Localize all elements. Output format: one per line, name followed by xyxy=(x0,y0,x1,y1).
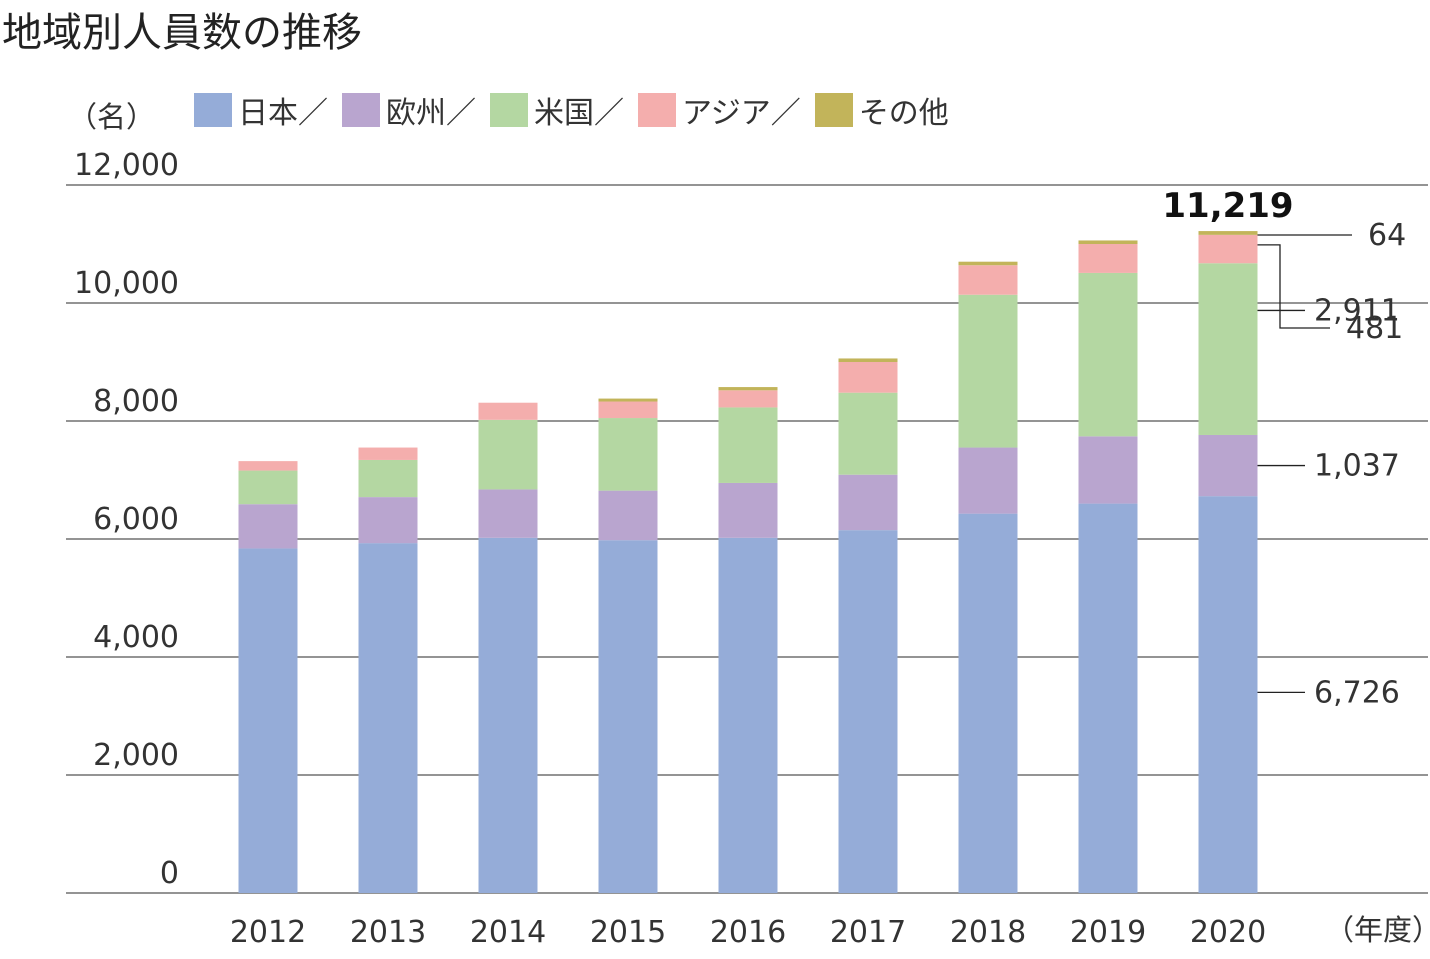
bar-segment xyxy=(838,362,898,393)
x-tick-label: 2016 xyxy=(710,915,786,950)
legend: 日本／ 欧州／ 米国／ アジア／ その他 xyxy=(194,92,963,131)
bar-segment xyxy=(598,398,658,402)
bar-segment xyxy=(598,540,658,893)
x-tick-label: 2015 xyxy=(590,915,666,950)
bar-segment xyxy=(718,537,778,893)
bar-segment xyxy=(718,482,778,538)
bar-segment xyxy=(838,392,898,475)
callout-value-label: 64 xyxy=(1368,218,1406,253)
bar-segment xyxy=(1198,231,1258,235)
bar-segment xyxy=(358,543,418,893)
bar-segment xyxy=(958,447,1018,514)
bar-segment xyxy=(358,497,418,544)
bar-segment xyxy=(478,402,538,420)
bar-segment xyxy=(718,390,778,408)
x-tick-label: 2013 xyxy=(350,915,426,950)
legend-item: アジア／ xyxy=(638,88,801,132)
bar-segment xyxy=(1078,436,1138,504)
bar-segment xyxy=(358,447,418,460)
bar-segment xyxy=(598,490,658,541)
callout-leader xyxy=(1257,244,1330,329)
legend-swatch xyxy=(490,93,528,127)
y-tick-label: 10,000 xyxy=(74,266,179,301)
legend-label: 日本／ xyxy=(238,96,328,131)
bar-segment xyxy=(718,387,778,391)
bar-segment xyxy=(838,530,898,893)
x-tick-label: 2018 xyxy=(950,915,1026,950)
chart-title: 地域別人員数の推移 xyxy=(2,10,362,56)
total-value-label: 11,219 xyxy=(1162,186,1293,226)
legend-item: 欧州／ xyxy=(342,88,476,132)
x-tick-label: 2014 xyxy=(470,915,546,950)
bar-segment xyxy=(598,418,658,491)
legend-swatch xyxy=(194,93,232,127)
bar-segment xyxy=(958,265,1018,295)
legend-item: 日本／ xyxy=(194,88,328,132)
bar-segment xyxy=(838,358,898,362)
y-tick-label: 2,000 xyxy=(93,738,179,773)
legend-swatch xyxy=(638,93,676,127)
bar-segment xyxy=(1078,503,1138,893)
y-tick-label: 6,000 xyxy=(93,502,179,537)
bar-segment xyxy=(238,470,298,505)
callout-value-label: 481 xyxy=(1346,311,1403,346)
callout-value-label: 6,726 xyxy=(1314,675,1400,710)
x-tick-label: 2020 xyxy=(1190,915,1266,950)
bar-segment xyxy=(478,537,538,893)
y-axis-unit-label: （名） xyxy=(68,100,156,134)
y-tick-label: 4,000 xyxy=(93,620,179,655)
bar-segment xyxy=(478,489,538,538)
bar-segment xyxy=(958,261,1018,266)
y-tick-label: 8,000 xyxy=(93,384,179,419)
bar-segment xyxy=(958,513,1018,893)
bar-segment xyxy=(1078,240,1138,244)
y-tick-label: 0 xyxy=(160,856,179,891)
legend-label: 欧州／ xyxy=(386,96,476,131)
bar-segment xyxy=(238,504,298,549)
x-tick-label: 2012 xyxy=(230,915,306,950)
legend-swatch xyxy=(814,93,853,127)
legend-swatch xyxy=(342,93,380,127)
y-tick-label: 12,000 xyxy=(74,148,179,183)
bar-segment xyxy=(718,407,778,483)
x-tick-label: 2019 xyxy=(1070,915,1146,950)
bar-segment xyxy=(238,548,298,893)
x-tick-label: 2017 xyxy=(830,915,906,950)
legend-label: アジア／ xyxy=(682,96,801,131)
bar-segment xyxy=(1198,263,1258,435)
x-axis-unit-label: （年度） xyxy=(1325,913,1430,947)
bar-segment xyxy=(1198,496,1258,893)
legend-label: 米国／ xyxy=(534,96,624,131)
callout-value-label: 1,037 xyxy=(1314,449,1400,484)
callout-value-label: 2,911 xyxy=(1314,293,1400,328)
bar-segment xyxy=(598,401,658,419)
bar-segment xyxy=(1078,244,1138,273)
legend-label: その他 xyxy=(858,96,949,131)
bar-segment xyxy=(958,294,1018,448)
bar-segment xyxy=(478,419,538,490)
bar-segment xyxy=(1198,234,1258,264)
bar-segment xyxy=(1198,434,1258,497)
legend-item: 米国／ xyxy=(490,88,624,132)
bar-segment xyxy=(238,461,298,471)
bar-segment xyxy=(838,474,898,531)
bar-segment xyxy=(358,459,418,498)
bar-segment xyxy=(1078,272,1138,437)
legend-item: その他 xyxy=(814,88,949,132)
